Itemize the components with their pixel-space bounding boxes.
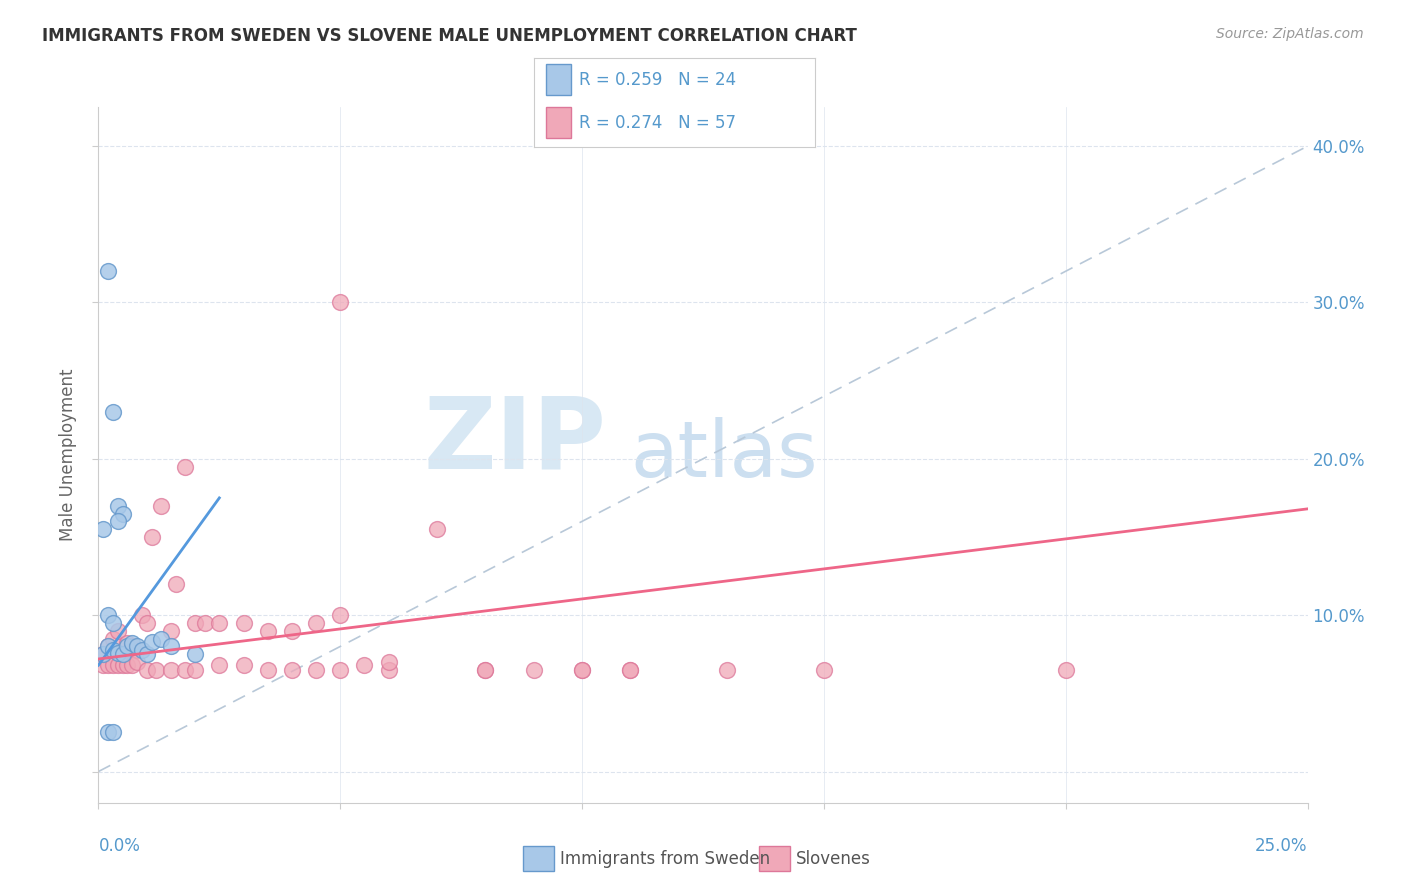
Point (571, 663, 593, 677)
Point (184, 615, 207, 630)
Point (426, 522, 449, 536)
Point (135, 615, 157, 630)
Point (91, 647, 114, 661)
Point (232, 658, 254, 673)
Point (97, 608, 120, 623)
Text: 0.0%: 0.0% (98, 837, 141, 855)
Point (474, 663, 496, 677)
Point (281, 624, 304, 638)
Bar (546, 107, 571, 138)
Point (101, 642, 124, 657)
Point (305, 615, 328, 630)
Point (111, 658, 134, 673)
Point (131, 608, 153, 623)
Text: IMMIGRANTS FROM SWEDEN VS SLOVENE MALE UNEMPLOYMENT CORRELATION CHART: IMMIGRANTS FROM SWEDEN VS SLOVENE MALE U… (42, 27, 858, 45)
Point (165, 577, 187, 591)
Point (305, 663, 328, 677)
Point (101, 725, 124, 739)
Point (716, 663, 738, 677)
Text: Slovenes: Slovenes (796, 849, 870, 868)
Point (150, 499, 173, 513)
Text: ZIP: ZIP (423, 392, 606, 490)
Point (619, 663, 641, 677)
Point (97, 264, 120, 278)
Point (208, 615, 231, 630)
Point (1054, 663, 1077, 677)
Text: R = 0.274   N = 57: R = 0.274 N = 57 (579, 113, 737, 132)
Point (619, 663, 641, 677)
Point (117, 658, 139, 673)
Point (121, 636, 143, 650)
Text: R = 0.259   N = 24: R = 0.259 N = 24 (579, 70, 737, 89)
Point (150, 632, 173, 646)
Point (194, 615, 217, 630)
Point (101, 658, 124, 673)
Point (135, 647, 157, 661)
Point (208, 658, 231, 673)
Bar (546, 64, 571, 95)
Text: Source: ZipAtlas.com: Source: ZipAtlas.com (1216, 27, 1364, 41)
Point (91, 522, 114, 536)
Point (107, 646, 129, 660)
Point (91, 647, 114, 661)
Point (184, 663, 207, 677)
Point (127, 640, 149, 654)
Point (353, 658, 375, 673)
Point (160, 624, 183, 638)
Point (160, 640, 183, 654)
Point (127, 642, 149, 657)
Point (91, 658, 114, 673)
Point (101, 632, 124, 646)
Point (329, 608, 352, 623)
Point (107, 514, 129, 528)
Point (329, 663, 352, 677)
Bar (523, 847, 554, 871)
Point (813, 663, 835, 677)
Point (121, 640, 143, 654)
Point (107, 624, 129, 638)
Point (160, 663, 183, 677)
Point (281, 663, 304, 677)
Y-axis label: Male Unemployment: Male Unemployment (59, 368, 77, 541)
Point (117, 640, 139, 654)
Text: atlas: atlas (630, 417, 818, 493)
Point (256, 624, 278, 638)
Point (111, 647, 134, 661)
Point (97, 640, 120, 654)
Point (107, 499, 129, 513)
Point (97, 658, 120, 673)
Point (377, 655, 399, 669)
Point (101, 615, 124, 630)
Point (174, 459, 197, 474)
Point (117, 636, 139, 650)
Point (329, 295, 352, 310)
Point (111, 507, 134, 521)
Text: 25.0%: 25.0% (1256, 837, 1308, 855)
Point (256, 663, 278, 677)
Point (232, 615, 254, 630)
Point (131, 642, 153, 657)
Point (141, 530, 163, 544)
Point (145, 663, 167, 677)
Point (121, 658, 143, 673)
Point (377, 663, 399, 677)
Point (101, 405, 124, 419)
Point (571, 663, 593, 677)
Point (97, 725, 120, 739)
Point (141, 634, 163, 648)
Point (127, 655, 149, 669)
Point (184, 647, 207, 661)
Point (111, 647, 134, 661)
Point (97, 640, 120, 654)
Point (107, 658, 129, 673)
Bar (759, 847, 790, 871)
Point (174, 663, 197, 677)
Point (135, 663, 157, 677)
Point (523, 663, 546, 677)
Point (474, 663, 496, 677)
Text: Immigrants from Sweden: Immigrants from Sweden (560, 849, 769, 868)
